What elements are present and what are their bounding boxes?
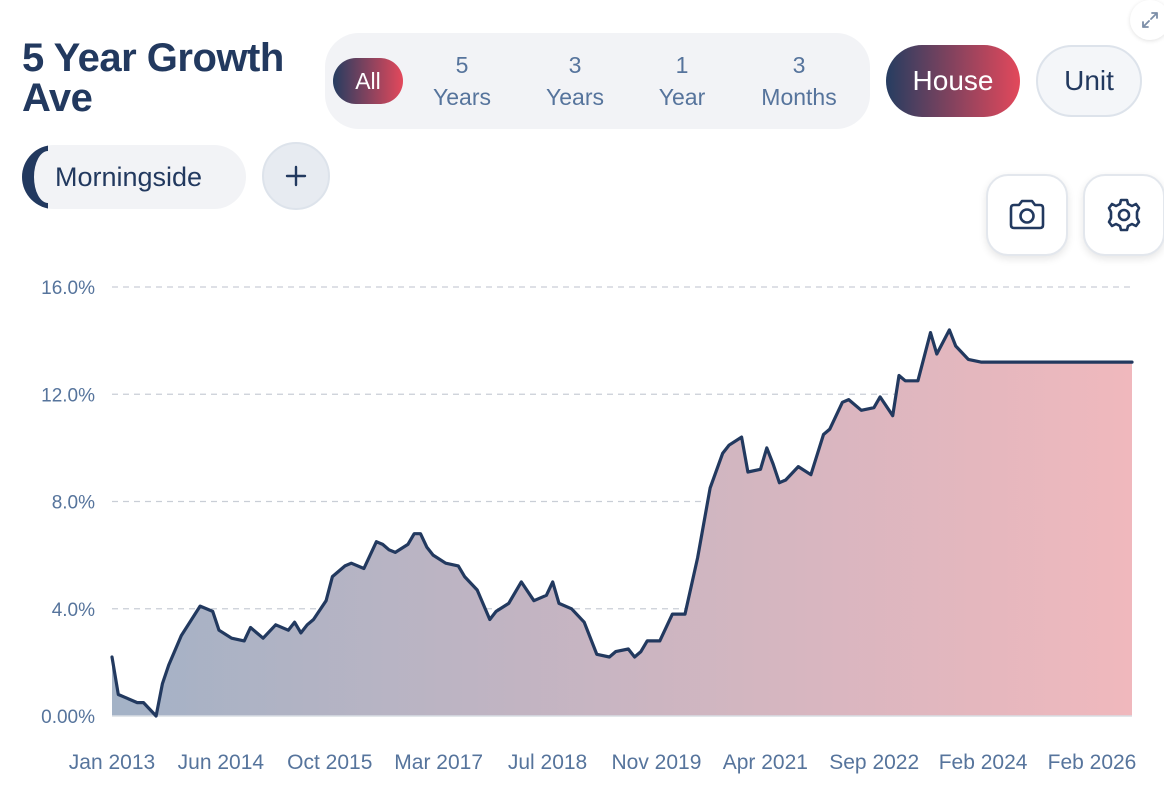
- x-tick-label: Jul 2018: [508, 751, 587, 774]
- period-option-label: Years: [546, 84, 604, 110]
- y-tick-label: 16.0%: [41, 278, 95, 299]
- period-option-label: Years: [433, 84, 491, 110]
- period-option-label: 3: [568, 52, 582, 78]
- x-tick-label: Apr 2021: [723, 751, 808, 774]
- x-tick-label: Feb 2024: [939, 751, 1028, 774]
- y-tick-label: 12.0%: [41, 385, 95, 406]
- add-suburb-button[interactable]: [262, 142, 330, 210]
- gear-icon: [1107, 198, 1141, 232]
- period-option-label: 3: [792, 52, 806, 78]
- period-option-3-months[interactable]: 3 Months: [747, 49, 851, 113]
- period-option-5-years[interactable]: 5 Years: [420, 49, 504, 113]
- series-area: [112, 329, 1132, 716]
- property-type-house-button[interactable]: House: [886, 45, 1020, 117]
- x-tick-label: Mar 2017: [394, 751, 483, 774]
- property-type-unit-button[interactable]: Unit: [1036, 45, 1142, 117]
- period-option-all[interactable]: All: [333, 58, 403, 104]
- period-selector: All 5 Years 3 Years 1 Year 3 Months: [325, 33, 870, 129]
- series-color-marker: [22, 145, 48, 209]
- period-option-label: Months: [761, 84, 837, 110]
- plus-icon: [285, 165, 307, 187]
- settings-button[interactable]: [1083, 174, 1164, 256]
- x-tick-label: Jun 2014: [178, 751, 265, 774]
- suburb-chip-label: Morningside: [55, 162, 203, 192]
- y-tick-label: 4.0%: [52, 600, 95, 621]
- expand-button[interactable]: [1130, 0, 1164, 40]
- period-option-label: Year: [658, 84, 706, 110]
- screenshot-button[interactable]: [986, 174, 1068, 256]
- y-tick-label: 0.00%: [41, 707, 95, 728]
- expand-icon: [1142, 12, 1158, 28]
- period-option-label: 1: [675, 52, 689, 78]
- x-tick-label: Oct 2015: [287, 751, 372, 774]
- period-option-1-year[interactable]: 1 Year: [643, 49, 721, 113]
- x-tick-label: Sep 2022: [829, 751, 919, 774]
- series-line-morningside: [110, 328, 1134, 718]
- page-title: 5 Year Growth Ave: [22, 36, 284, 120]
- x-tick-label: Feb 2026: [1048, 751, 1137, 774]
- period-option-label: 5: [455, 52, 469, 78]
- y-tick-label: 8.0%: [52, 493, 95, 514]
- x-tick-label: Jan 2013: [69, 751, 155, 774]
- y-axis-labels: 0.00% 4.0% 8.0% 12.0% 16.0%: [41, 278, 95, 728]
- suburb-chip-morningside[interactable]: Morningside: [22, 145, 246, 209]
- x-tick-label: Nov 2019: [611, 751, 701, 774]
- period-option-3-years[interactable]: 3 Years: [533, 49, 617, 113]
- x-axis-labels: Jan 2013 Jun 2014 Oct 2015 Mar 2017 Jul 2018…: [69, 751, 1137, 774]
- camera-icon: [1009, 199, 1045, 230]
